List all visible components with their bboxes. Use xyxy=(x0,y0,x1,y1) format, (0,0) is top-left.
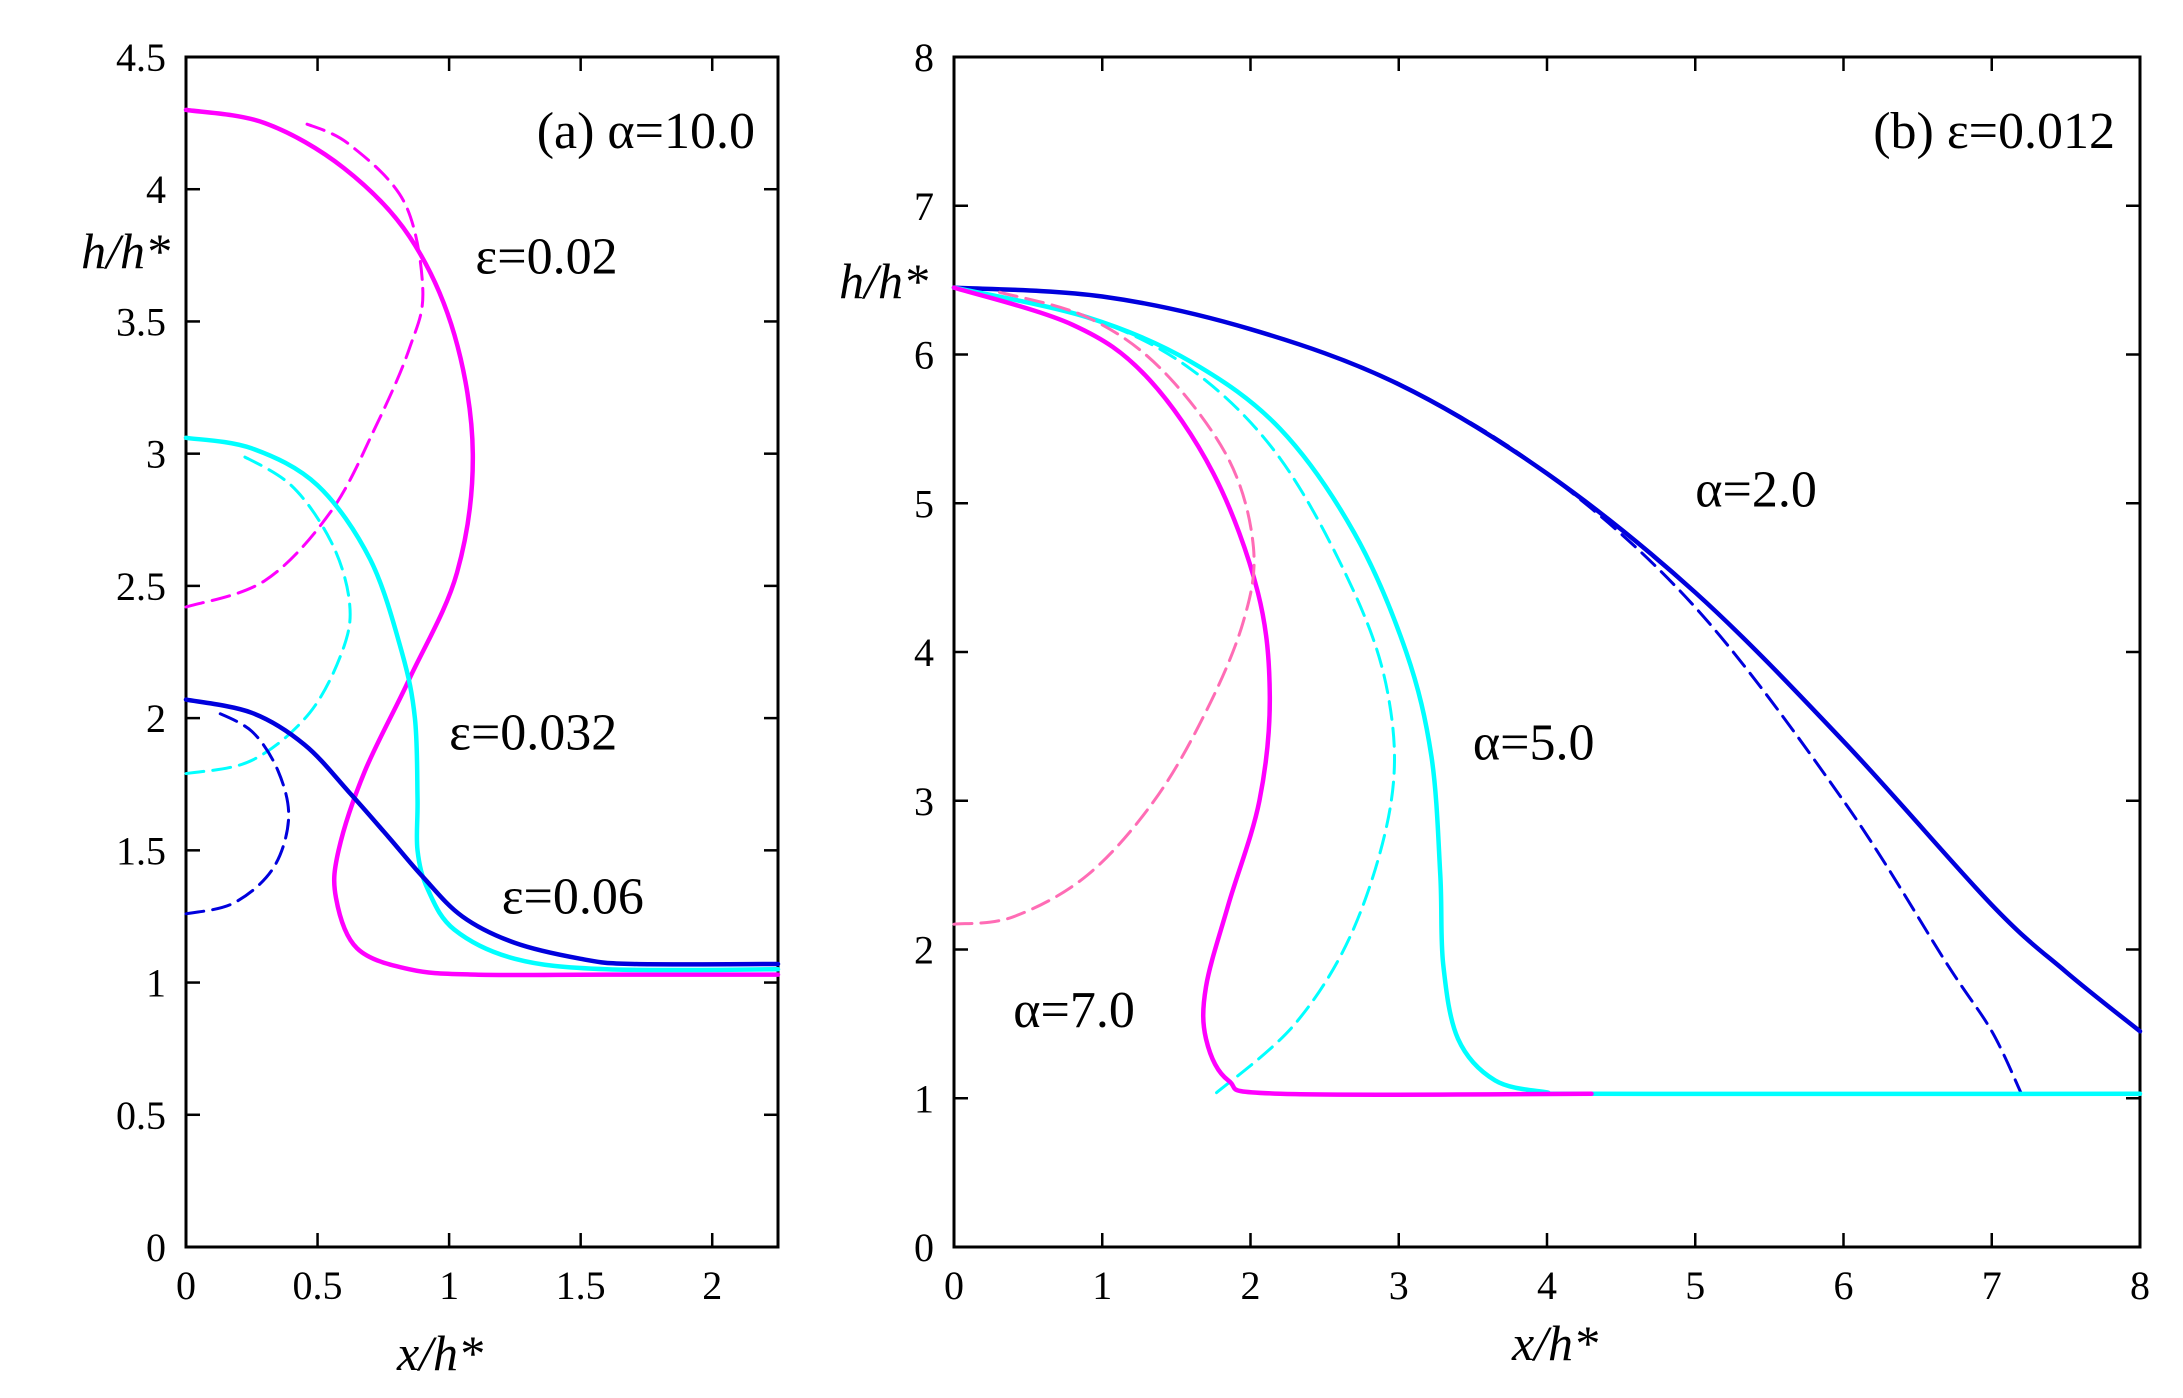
panel-b-ylabel: h/h* xyxy=(839,253,928,309)
panel-b-frame xyxy=(952,55,2142,1249)
y-tick-label: 2 xyxy=(146,696,166,741)
panel-b-curves xyxy=(951,285,2143,1098)
panel-a-xlabel: x/h* xyxy=(396,1325,483,1381)
y-tick-label: 4 xyxy=(914,630,934,675)
panel-a-label: (a) α=10.0 xyxy=(537,103,755,160)
solid-curve xyxy=(951,285,1594,1098)
x-tick-label: 5 xyxy=(1685,1263,1705,1308)
solid-curve xyxy=(951,285,2143,1034)
panel-b-xlabel: x/h* xyxy=(1511,1315,1598,1371)
x-tick-label: 0.5 xyxy=(293,1263,343,1308)
x-tick-label: 1 xyxy=(439,1263,459,1308)
dashed-curve xyxy=(184,121,425,609)
x-tick-label: 3 xyxy=(1389,1263,1409,1308)
curve-annotation: ε=0.02 xyxy=(475,228,617,285)
y-tick-label: 7 xyxy=(914,184,934,229)
y-tick-label: 2 xyxy=(914,928,934,973)
curve-annotation: α=5.0 xyxy=(1473,714,1595,771)
panel-a-annotations: ε=0.02 ε=0.032 ε=0.06 xyxy=(449,228,644,925)
panel-a-ticks: 0 0.5 1 1.5 2 0 0.5 1 1.5 2 2.5 3 3.5 4 4.5 xyxy=(116,35,778,1308)
dashed-curve xyxy=(952,286,2023,1096)
panel-b-ticks: 0 1 2 3 4 5 6 7 8 0 1 2 3 4 5 6 7 8 xyxy=(914,35,2150,1308)
x-tick-label: 7 xyxy=(1982,1263,2002,1308)
y-tick-label: 3 xyxy=(914,779,934,824)
panel-a-ylabel: h/h* xyxy=(81,223,170,279)
y-tick-label: 0 xyxy=(914,1225,934,1270)
panel-b-chart: 0 1 2 3 4 5 6 7 8 0 1 2 3 4 5 6 7 8 (b) ε=0.012 h/h* x/h*… xyxy=(839,35,2150,1371)
x-tick-label: 0 xyxy=(176,1263,196,1308)
y-tick-label: 5 xyxy=(914,481,934,526)
y-tick-label: 3 xyxy=(146,432,166,477)
x-tick-label: 0 xyxy=(944,1263,964,1308)
y-tick-label: 0 xyxy=(146,1225,166,1270)
y-tick-label: 3.5 xyxy=(116,299,166,344)
panel-b-annotations: α=2.0 α=5.0 α=7.0 xyxy=(1013,461,1817,1039)
x-tick-label: 2 xyxy=(702,1263,722,1308)
curve-annotation: α=2.0 xyxy=(1695,461,1817,518)
x-tick-label: 8 xyxy=(2130,1263,2150,1308)
dashed-curve xyxy=(952,286,1396,1097)
x-tick-label: 2 xyxy=(1241,1263,1261,1308)
dashed-curve xyxy=(184,452,352,776)
y-tick-label: 0.5 xyxy=(116,1093,166,1138)
panel-a-curves xyxy=(183,107,781,978)
y-tick-label: 1.5 xyxy=(116,828,166,873)
y-tick-label: 4.5 xyxy=(116,35,166,80)
panel-b-label: (b) ε=0.012 xyxy=(1873,103,2115,160)
curve-annotation: ε=0.06 xyxy=(502,868,644,925)
panel-a-frame xyxy=(184,55,780,1249)
dashed-curve xyxy=(184,708,291,916)
y-tick-label: 8 xyxy=(914,35,934,80)
solid-curve xyxy=(183,697,781,967)
y-tick-label: 2.5 xyxy=(116,564,166,609)
x-tick-label: 6 xyxy=(1834,1263,1854,1308)
solid-curve xyxy=(183,435,781,973)
solid-curve xyxy=(951,285,2143,1097)
solid-curve xyxy=(183,107,781,978)
x-tick-label: 1 xyxy=(1092,1263,1112,1308)
curve-annotation: α=7.0 xyxy=(1013,982,1135,1039)
panel-a-chart: 0 0.5 1 1.5 2 0 0.5 1 1.5 2 2.5 3 3.5 4 4.5 (a) α=10.0… xyxy=(81,35,781,1381)
y-tick-label: 1 xyxy=(914,1076,934,1121)
x-tick-label: 4 xyxy=(1537,1263,1557,1308)
y-tick-label: 6 xyxy=(914,333,934,378)
curve-annotation: ε=0.032 xyxy=(449,704,617,761)
y-tick-label: 1 xyxy=(146,961,166,1006)
y-tick-label: 4 xyxy=(146,167,166,212)
dashed-curve xyxy=(952,290,1256,926)
x-tick-label: 1.5 xyxy=(556,1263,606,1308)
